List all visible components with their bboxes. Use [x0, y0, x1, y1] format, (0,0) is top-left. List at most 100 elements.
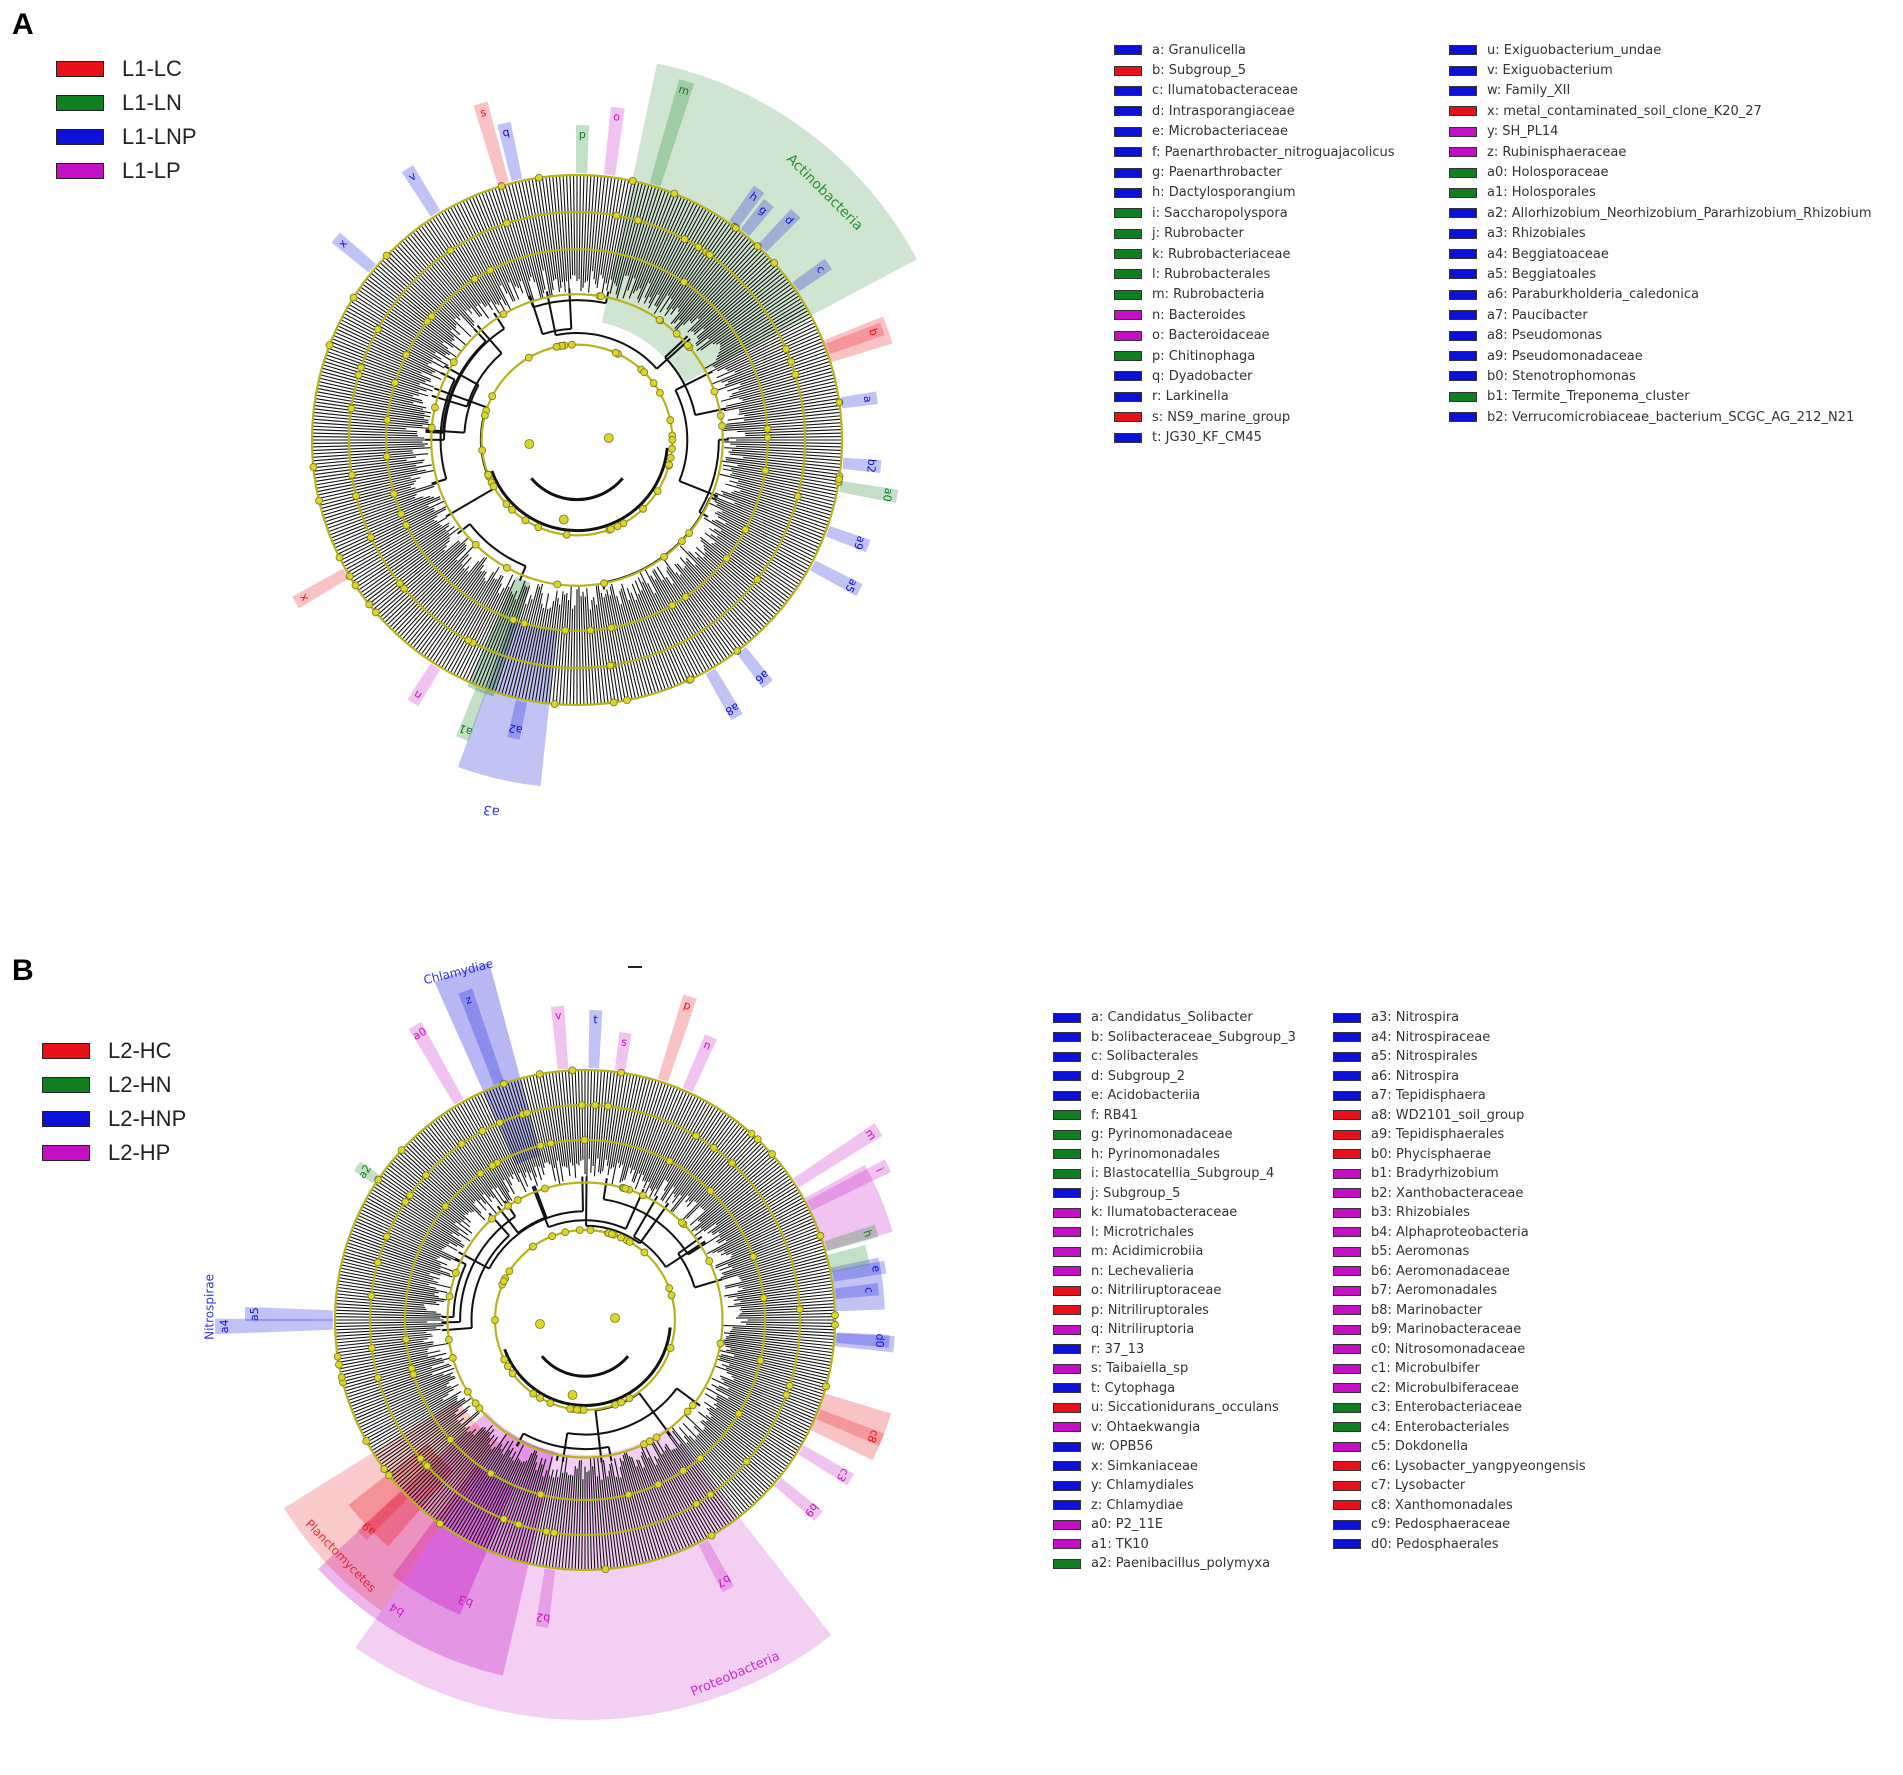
clade-legend-item: h: Pyrinomonadales: [1053, 1145, 1333, 1165]
clade-legend-item: u: Siccationidurans_occulans: [1053, 1398, 1333, 1418]
clade-spoke: [792, 258, 833, 292]
clade-legend-text: a3: Nitrospira: [1371, 1010, 1460, 1026]
clade-spoke: [575, 125, 590, 174]
clade-legend-item: b9: Marinobacteraceae: [1333, 1320, 1586, 1340]
clade-spoke: [497, 121, 523, 182]
clade-legend-text: t: Cytophaga: [1091, 1380, 1176, 1396]
clade-legend-text: k: Rubrobacteriaceae: [1152, 246, 1291, 262]
clade-legend-text: d0: Pedosphaerales: [1371, 1536, 1499, 1552]
clade-legend-text: s: Taibaiella_sp: [1091, 1361, 1189, 1377]
clade-legend-text: a8: WD2101_soil_group: [1371, 1107, 1525, 1123]
clade-spoke: [842, 457, 882, 473]
clade-swatch: [1449, 391, 1477, 402]
clade-swatch: [1114, 412, 1142, 423]
clade-tag-label: b: [866, 327, 881, 338]
clade-swatch: [1114, 391, 1142, 402]
clade-swatch: [1053, 1285, 1081, 1296]
clade-spoke: [705, 668, 743, 721]
clade-legend-text: w: OPB56: [1091, 1439, 1153, 1455]
clade-tag-label: a0: [411, 1025, 429, 1043]
clade-legend-text: y: SH_PL14: [1487, 124, 1559, 140]
clade-swatch: [1333, 1500, 1361, 1511]
clade-swatch: [1449, 269, 1477, 280]
clade-swatch: [1114, 371, 1142, 382]
clade-swatch: [1333, 1422, 1361, 1433]
clade-legend-item: t: Cytophaga: [1053, 1379, 1333, 1399]
clade-legend-text: g: Pyrinomonadaceae: [1091, 1127, 1233, 1143]
clade-swatch: [1053, 1266, 1081, 1277]
clade-legend-text: a9: Tepidisphaerales: [1371, 1127, 1505, 1143]
clade-legend-text: a1: TK10: [1091, 1536, 1149, 1552]
clade-tag-label: a8: [723, 700, 741, 718]
clade-spoke: [816, 1409, 885, 1447]
clade-legend-item: c6: Lysobacter_yangpyeongensis: [1333, 1457, 1586, 1477]
clade-legend-item: a7: Tepidisphaera: [1333, 1086, 1586, 1106]
panel-label-a: A: [12, 8, 34, 41]
clade-legend-item: c8: Xanthomonadales: [1333, 1496, 1586, 1516]
taxonomic-level-ring: [493, 1228, 677, 1412]
clade-legend-text: x: metal_contaminated_soil_clone_K20_27: [1487, 103, 1762, 119]
clade-swatch: [1449, 45, 1477, 56]
clade-legend-b: a: Candidatus_Solibacter b: Solibacterace…: [1053, 1008, 1586, 1574]
group-legend-item: L2-HP: [42, 1136, 186, 1170]
clade-swatch: [1333, 1402, 1361, 1413]
clade-legend-text: y: Chlamydiales: [1091, 1478, 1194, 1494]
taxonomic-level-ring: [310, 173, 844, 707]
clade-spoke: [408, 1022, 464, 1105]
clade-tag-label: s: [479, 106, 488, 120]
clade-spoke: [245, 1306, 334, 1322]
group-legend-item: L1-LC: [56, 52, 197, 86]
clade-tag-label: d0: [873, 1333, 887, 1348]
clade-legend-item: d0: Pedosphaerales: [1333, 1535, 1586, 1555]
group-swatch: [42, 1111, 90, 1127]
clade-spoke: [825, 322, 885, 354]
clade-swatch: [1053, 1246, 1081, 1257]
clade-highlight: [829, 1257, 885, 1312]
clade-swatch: [1449, 228, 1477, 239]
clade-swatch: [1333, 1246, 1361, 1257]
clade-legend-item: i: Blastocatellia_Subgroup_4: [1053, 1164, 1333, 1184]
clade-legend-column: a3: Nitrospira a4: Nitrospiraceae a5: Nitr…: [1333, 1008, 1586, 1574]
clade-legend-item: k: Rubrobacteriaceae: [1114, 244, 1449, 264]
clade-legend-item: z: Rubinisphaeraceae: [1449, 142, 1872, 162]
clade-legend-text: a7: Paucibacter: [1487, 307, 1588, 323]
clade-legend-item: b6: Aeromonadaceae: [1333, 1262, 1586, 1282]
clade-highlight: [833, 1333, 895, 1353]
clade-legend-text: e: Acidobacteriia: [1091, 1088, 1201, 1104]
clade-legend-item: a0: Holosporaceae: [1449, 162, 1872, 182]
clade-legend-item: u: Exiguobacterium_undae: [1449, 40, 1872, 60]
clade-legend-item: y: Chlamydiales: [1053, 1476, 1333, 1496]
clade-swatch: [1449, 412, 1477, 423]
clade-legend-item: s: Taibaiella_sp: [1053, 1359, 1333, 1379]
clade-legend-item: a5: Beggiatoales: [1449, 264, 1872, 284]
clade-swatch: [1114, 126, 1142, 137]
clade-swatch: [1053, 1051, 1081, 1062]
clade-legend-text: b3: Rhizobiales: [1371, 1205, 1470, 1221]
clade-tag-label: a1: [457, 721, 474, 738]
clade-legend-item: w: OPB56: [1053, 1437, 1333, 1457]
clade-swatch: [1053, 1090, 1081, 1101]
clade-spoke: [458, 988, 504, 1086]
clade-spoke: [825, 526, 871, 553]
group-label: L2-HP: [108, 1140, 171, 1165]
clade-swatch: [1053, 1110, 1081, 1121]
clade-swatch: [1449, 167, 1477, 178]
clade-legend-text: b2: Verrucomicrobiaceae_bacterium_SCGC_A…: [1487, 409, 1855, 425]
clade-spoke: [729, 185, 765, 228]
clade-legend-text: k: Ilumatobacteraceae: [1091, 1205, 1238, 1221]
clade-legend-item: a9: Tepidisphaerales: [1333, 1125, 1586, 1145]
clade-swatch: [1449, 147, 1477, 158]
clade-tag-label: c3: [834, 1466, 852, 1484]
clade-legend-item: o: Nitriliruptoraceae: [1053, 1281, 1333, 1301]
clade-legend-item: e: Acidobacteriia: [1053, 1086, 1333, 1106]
clade-spoke: [774, 1477, 823, 1521]
clade-tag-label: b7: [715, 1572, 733, 1590]
clade-legend-text: v: Ohtaekwangia: [1091, 1419, 1201, 1435]
clade-legend-text: e: Microbacteriaceae: [1152, 124, 1288, 140]
clade-legend-item: a6: Paraburkholderia_caledonica: [1449, 285, 1872, 305]
clade-legend-text: u: Siccationidurans_occulans: [1091, 1400, 1279, 1416]
clade-legend-text: d: Subgroup_2: [1091, 1068, 1186, 1084]
taxonomic-level-ring: [333, 1068, 837, 1572]
